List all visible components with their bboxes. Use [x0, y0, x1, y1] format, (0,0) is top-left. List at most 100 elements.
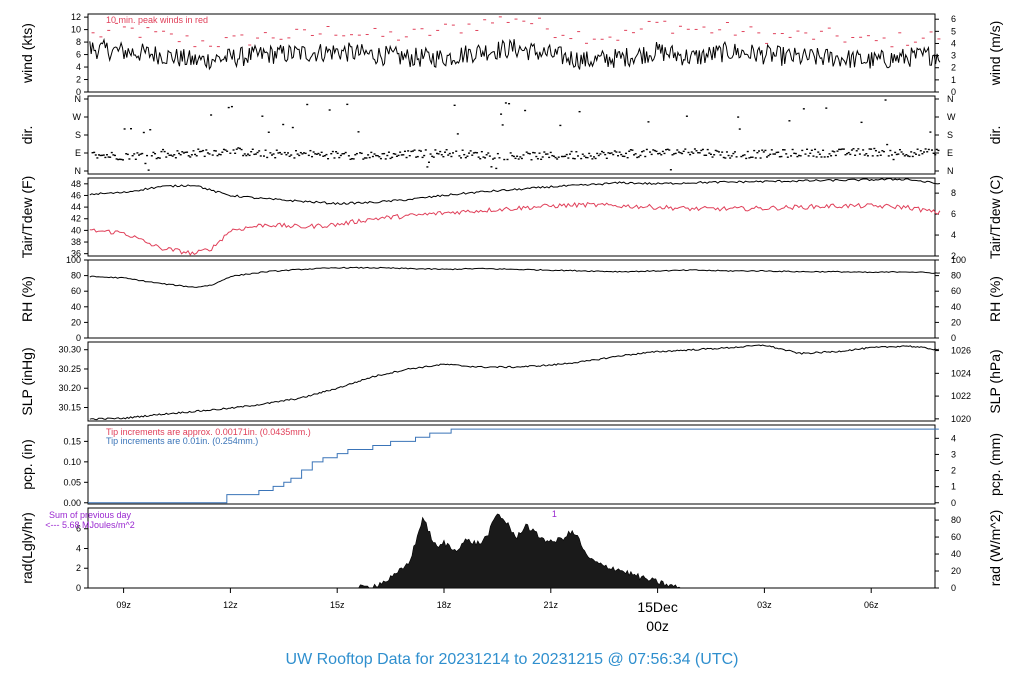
pcp-ytick-label: 0.00: [63, 498, 81, 508]
dir-ytick-label: N: [75, 166, 82, 176]
dir-ytick2-label: S: [947, 130, 953, 140]
pcp-note-tip: Tip increments are 0.01in. (0.254mm.): [106, 436, 258, 446]
slp-ytick2-label: 1026: [951, 346, 971, 356]
x-tick-label: 09z: [116, 600, 131, 610]
pcp-ytick2-label: 0: [951, 498, 956, 508]
rh-ytick2-label: 100: [951, 255, 966, 265]
temp-ylabel: Tair/Tdew (F): [19, 176, 35, 258]
temp-ytick-label: 38: [71, 237, 81, 247]
wind-ytick-label: 10: [71, 25, 81, 35]
pcp-step-line: [88, 428, 939, 504]
wind-ytick2-label: 1: [951, 75, 956, 85]
temp-ytick2-label: 6: [951, 209, 956, 219]
wind-ylabel2: wind (m/s): [987, 21, 1003, 87]
dir-ytick-label: W: [73, 112, 82, 122]
rh-ylabel2: RH (%): [987, 276, 1003, 322]
rh-ytick-label: 20: [71, 317, 81, 327]
dir-ytick2-label: W: [947, 112, 956, 122]
date-label: 15Dec: [637, 599, 677, 615]
pcp-ytick-label: 0.10: [63, 457, 81, 467]
wind-ytick2-label: 2: [951, 63, 956, 73]
pcp-ytick-label: 0.05: [63, 477, 81, 487]
slp-ytick-label: 30.15: [58, 403, 81, 413]
wind-series-line: [89, 37, 941, 71]
wind-ytick2-label: 6: [951, 14, 956, 24]
dir-ylabel2: dir.: [987, 126, 1003, 145]
pcp-ytick2-label: 3: [951, 449, 956, 459]
wind-ytick-label: 4: [76, 62, 81, 72]
temp-ytick-label: 36: [71, 249, 81, 259]
wind-annotation: 10 min. peak winds in red: [106, 15, 208, 25]
wind-frame: [87, 13, 936, 93]
pcp-ytick-label: 0.15: [63, 436, 81, 446]
rad-ytick-label: 4: [76, 543, 81, 553]
rh-line: [89, 266, 940, 288]
wind-ytick-label: 8: [76, 37, 81, 47]
rh-ytick-label: 100: [66, 255, 81, 265]
rad-ytick2-label: 20: [951, 566, 961, 576]
x-tick-label: 06z: [864, 600, 879, 610]
rh-ytick2-label: 60: [951, 286, 961, 296]
pcp-ytick2-label: 2: [951, 466, 956, 476]
pcp-ylabel2: pcp. (mm): [987, 433, 1003, 496]
pcp-frame: [87, 424, 936, 505]
dir-ytick2-label: N: [947, 94, 954, 104]
slp-frame: [87, 341, 936, 422]
rh-ytick-label: 80: [71, 271, 81, 281]
slp-ytick2-label: 1024: [951, 368, 971, 378]
rh-ytick-label: 0: [76, 333, 81, 343]
dir-ylabel: dir.: [19, 126, 35, 145]
dewpoint-line: [89, 201, 941, 256]
slp-ytick-label: 30.30: [58, 345, 81, 355]
x-tick-label: 21z: [544, 600, 559, 610]
rad-ylabel2: rad (W/m^2): [987, 510, 1003, 587]
slp-ytick-label: 30.25: [58, 364, 81, 374]
page-title: UW Rooftop Data for 20231214 to 20231215…: [286, 651, 739, 668]
wind-ytick-label: 12: [71, 12, 81, 22]
wind-ytick2-label: 3: [951, 51, 956, 61]
x-tick-label: 18z: [437, 600, 452, 610]
x-tick-label: 15z: [330, 600, 345, 610]
wind-ytick2-label: 5: [951, 26, 956, 36]
temp-ytick-label: 44: [71, 202, 81, 212]
rad-ytick2-label: 0: [951, 583, 956, 593]
date-time-label: 00z: [646, 618, 669, 634]
slp-ytick2-label: 1020: [951, 414, 971, 424]
pcp-ylabel: pcp. (in): [19, 439, 35, 490]
rh-ylabel: RH (%): [19, 276, 35, 322]
rad-ytick2-label: 40: [951, 549, 961, 559]
rad-ytick2-label: 80: [951, 515, 961, 525]
dir-ytick2-label: E: [947, 148, 953, 158]
temp-ytick2-label: 4: [951, 230, 956, 240]
rh-ytick-label: 60: [71, 286, 81, 296]
air-temp-line: [89, 177, 940, 206]
rh-frame: [87, 259, 936, 339]
slp-ytick2-label: 1022: [951, 391, 971, 401]
rad-ytick2-label: 60: [951, 532, 961, 542]
dir-ytick-label: S: [75, 130, 81, 140]
pcp-ytick2-label: 1: [951, 482, 956, 492]
x-tick-label: 03z: [757, 600, 772, 610]
temp-ylabel2: Tair/Tdew (C): [987, 175, 1003, 259]
temp-ytick2-label: 2: [951, 251, 956, 261]
slp-ylabel: SLP (inHg): [19, 347, 35, 415]
dir-ytick-label: N: [75, 94, 82, 104]
wind-ylabel: wind (kts): [19, 23, 35, 84]
dir-frame: [87, 95, 936, 175]
rad-ytick-label: 2: [76, 563, 81, 573]
radiation-area: [358, 513, 683, 589]
rh-ytick2-label: 40: [951, 302, 961, 312]
temp-ytick2-label: 8: [951, 188, 956, 198]
rh-ytick2-label: 0: [951, 333, 956, 343]
wind-ytick2-label: 0: [951, 87, 956, 97]
temp-ytick-label: 40: [71, 225, 81, 235]
rad-note-sum: Sum of previous day: [49, 510, 132, 520]
rad-ylabel: rad(Lgly/hr): [19, 512, 35, 584]
slp-ytick-label: 30.20: [58, 383, 81, 393]
x-tick-label: 12z: [223, 600, 238, 610]
rad-sum-value: <--- 5.68 MJoules/m^2: [45, 520, 135, 530]
rh-ytick2-label: 80: [951, 271, 961, 281]
rh-ytick-label: 40: [71, 302, 81, 312]
rh-ytick2-label: 20: [951, 317, 961, 327]
